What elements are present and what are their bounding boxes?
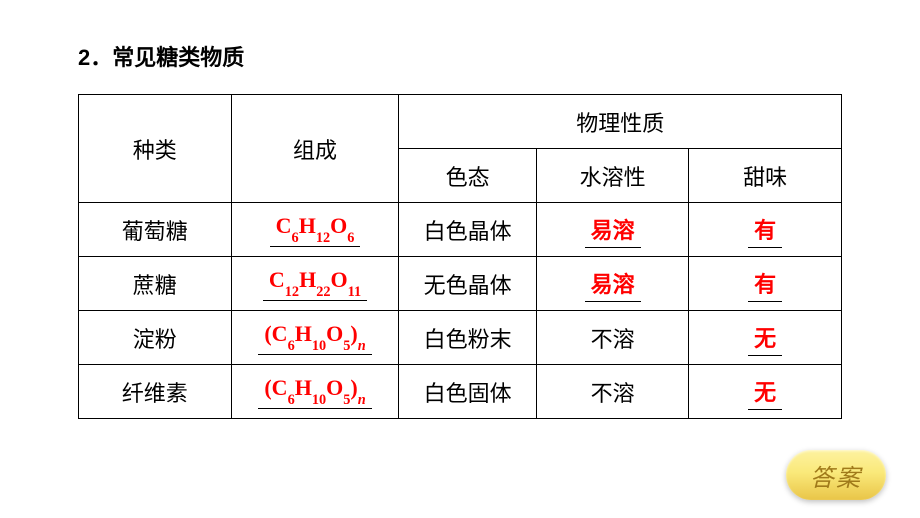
- header-physical: 物理性质: [399, 95, 842, 149]
- cell-composition: (C6H10O5)n: [231, 365, 399, 419]
- cell-solubility: 不溶: [536, 365, 689, 419]
- sugars-table: 种类 组成 物理性质 色态 水溶性 甜味 葡萄糖C6H12O6白色晶体易溶有蔗糖…: [78, 94, 842, 419]
- cell-solubility: 易溶: [536, 257, 689, 311]
- header-type: 种类: [79, 95, 232, 203]
- table-row: 淀粉(C6H10O5)n白色粉末不溶无: [79, 311, 842, 365]
- cell-color-state: 无色晶体: [399, 257, 536, 311]
- table-row: 蔗糖C12H22O11无色晶体易溶有: [79, 257, 842, 311]
- cell-solubility: 不溶: [536, 311, 689, 365]
- section-heading: 2．常见糖类物质: [78, 40, 842, 72]
- cell-type: 蔗糖: [79, 257, 232, 311]
- table-row: 葡萄糖C6H12O6白色晶体易溶有: [79, 203, 842, 257]
- header-color-state: 色态: [399, 149, 536, 203]
- cell-type: 纤维素: [79, 365, 232, 419]
- table-row: 纤维素(C6H10O5)n白色固体不溶无: [79, 365, 842, 419]
- cell-solubility: 易溶: [536, 203, 689, 257]
- cell-color-state: 白色晶体: [399, 203, 536, 257]
- cell-color-state: 白色粉末: [399, 311, 536, 365]
- cell-type: 淀粉: [79, 311, 232, 365]
- cell-sweetness: 有: [689, 203, 842, 257]
- cell-sweetness: 无: [689, 311, 842, 365]
- header-composition: 组成: [231, 95, 399, 203]
- cell-type: 葡萄糖: [79, 203, 232, 257]
- answer-button[interactable]: 答案: [786, 450, 886, 500]
- header-sweetness: 甜味: [689, 149, 842, 203]
- cell-composition: C6H12O6: [231, 203, 399, 257]
- cell-color-state: 白色固体: [399, 365, 536, 419]
- cell-sweetness: 有: [689, 257, 842, 311]
- table-header-row-1: 种类 组成 物理性质: [79, 95, 842, 149]
- cell-sweetness: 无: [689, 365, 842, 419]
- cell-composition: C12H22O11: [231, 257, 399, 311]
- header-solubility: 水溶性: [536, 149, 689, 203]
- cell-composition: (C6H10O5)n: [231, 311, 399, 365]
